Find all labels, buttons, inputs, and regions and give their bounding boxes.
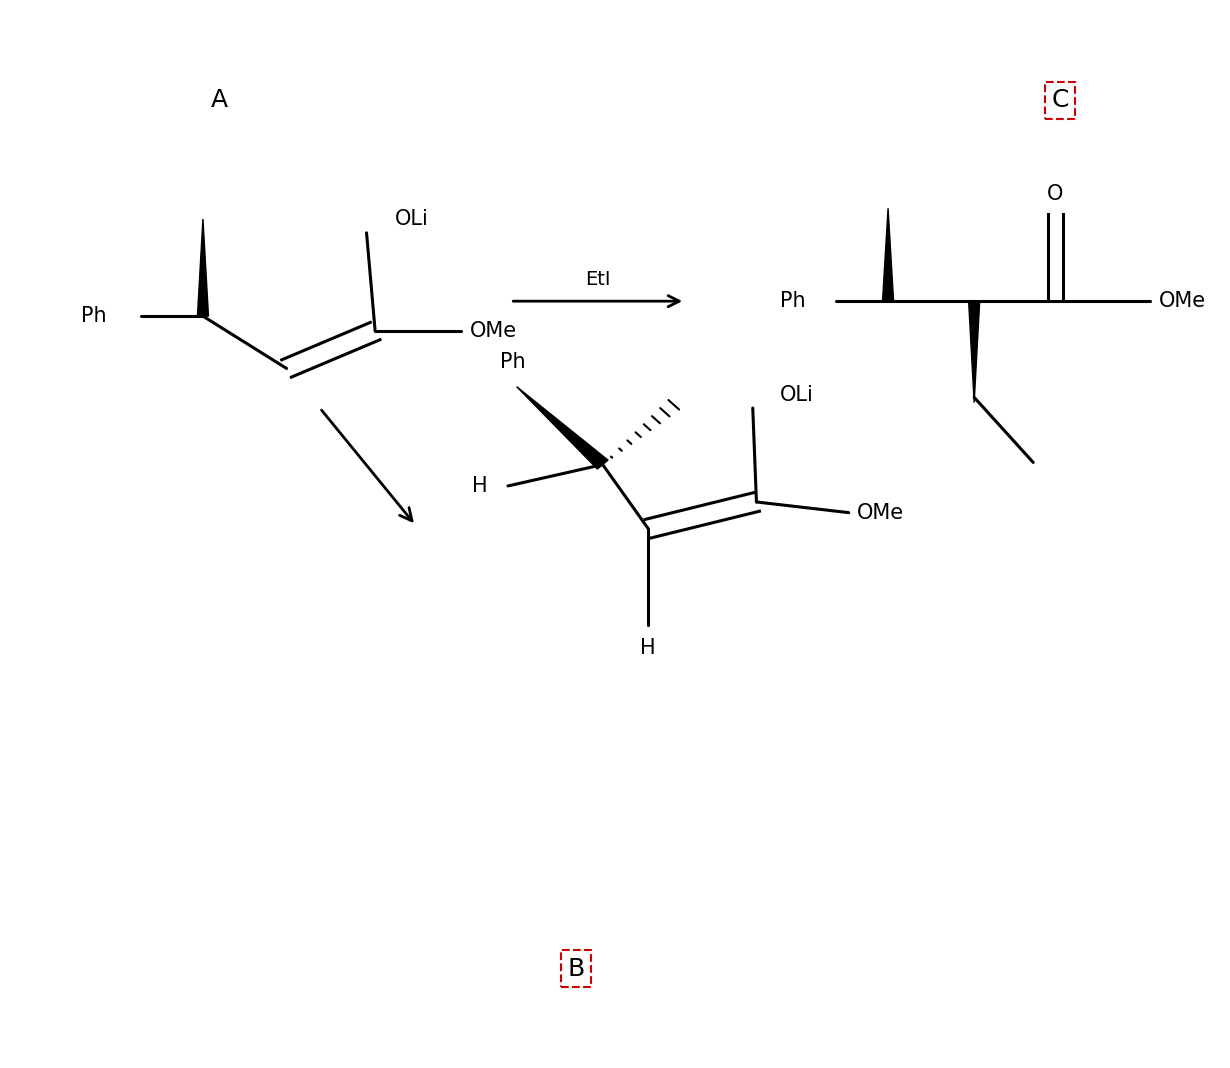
Polygon shape [969, 301, 979, 403]
Text: Ph: Ph [81, 307, 107, 326]
Text: H: H [641, 639, 656, 658]
Text: C: C [1052, 89, 1069, 112]
Text: A: A [210, 89, 228, 112]
Polygon shape [517, 387, 608, 469]
Text: Ph: Ph [501, 352, 525, 372]
Text: EtI: EtI [585, 270, 610, 289]
Text: OLi: OLi [780, 386, 814, 405]
Text: OMe: OMe [1159, 292, 1205, 311]
Text: O: O [1047, 185, 1064, 204]
Polygon shape [197, 219, 209, 316]
Text: B: B [567, 957, 584, 980]
Text: OMe: OMe [857, 503, 904, 522]
Text: OLi: OLi [395, 209, 429, 229]
Text: H: H [472, 476, 487, 496]
Text: Ph: Ph [780, 292, 806, 311]
Polygon shape [883, 208, 893, 301]
Text: OMe: OMe [470, 321, 517, 341]
